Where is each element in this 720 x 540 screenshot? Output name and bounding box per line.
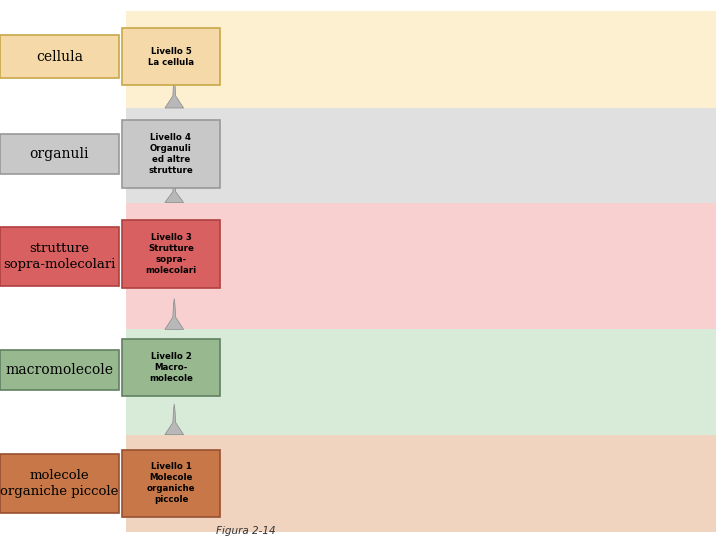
Bar — [126, 202, 716, 329]
Polygon shape — [165, 174, 184, 202]
Text: Livello 5
La cellula: Livello 5 La cellula — [148, 46, 194, 67]
Bar — [126, 108, 716, 202]
FancyBboxPatch shape — [122, 220, 220, 287]
Polygon shape — [165, 77, 184, 108]
Polygon shape — [165, 299, 184, 329]
FancyBboxPatch shape — [0, 227, 119, 286]
FancyBboxPatch shape — [122, 120, 220, 188]
FancyBboxPatch shape — [0, 134, 119, 174]
Text: Livello 3
Strutture
sopra-
molecolari: Livello 3 Strutture sopra- molecolari — [145, 233, 197, 275]
Text: Livello 1
Molecole
organiche
piccole: Livello 1 Molecole organiche piccole — [147, 462, 195, 504]
FancyBboxPatch shape — [122, 449, 220, 517]
Text: cellula: cellula — [36, 50, 83, 64]
FancyBboxPatch shape — [0, 454, 119, 513]
FancyBboxPatch shape — [0, 35, 119, 78]
FancyBboxPatch shape — [0, 350, 119, 390]
Bar — [126, 435, 716, 532]
Bar — [126, 11, 716, 108]
Bar — [126, 329, 716, 435]
Text: Livello 4
Organuli
ed altre
strutture: Livello 4 Organuli ed altre strutture — [148, 133, 194, 175]
Text: molecole
organiche piccole: molecole organiche piccole — [0, 469, 119, 498]
Text: macromolecole: macromolecole — [6, 363, 114, 377]
FancyBboxPatch shape — [122, 28, 220, 85]
Text: Livello 2
Macro-
molecole: Livello 2 Macro- molecole — [149, 352, 193, 383]
Text: organuli: organuli — [30, 147, 89, 161]
Polygon shape — [165, 404, 184, 435]
FancyBboxPatch shape — [122, 339, 220, 395]
Text: strutture
sopra-molecolari: strutture sopra-molecolari — [3, 242, 116, 271]
Text: Figura 2-14: Figura 2-14 — [216, 525, 276, 536]
